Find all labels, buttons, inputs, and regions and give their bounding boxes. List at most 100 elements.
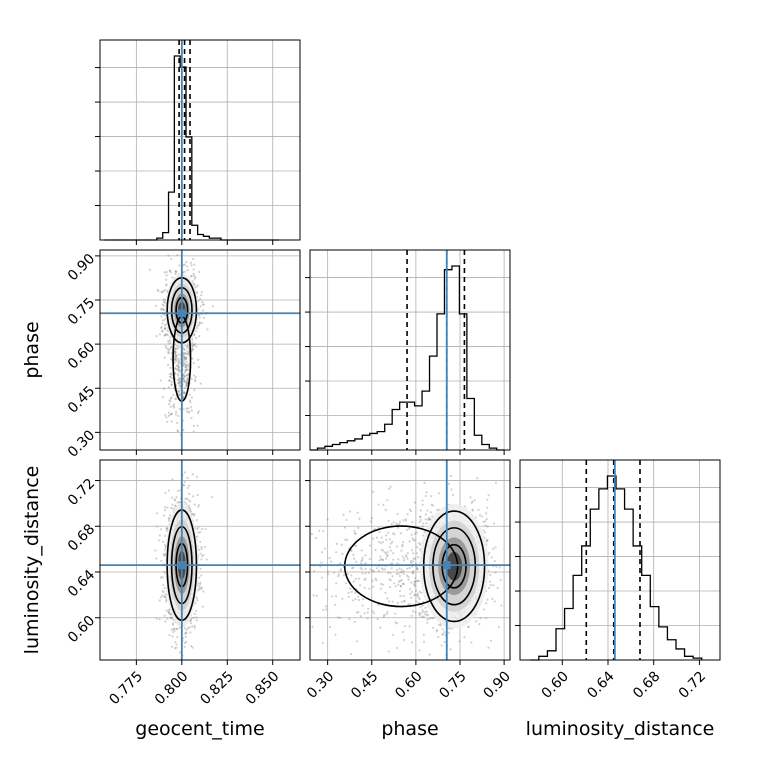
sample-point [191, 513, 194, 516]
sample-point [183, 392, 186, 395]
sample-point [168, 514, 172, 517]
sample-point [159, 528, 163, 531]
sample-point [364, 577, 367, 580]
sample-point [166, 347, 170, 350]
sample-point [390, 567, 393, 570]
sample-point [411, 610, 414, 613]
sample-point [424, 513, 428, 516]
sample-point [177, 361, 180, 364]
sample-point [480, 515, 484, 518]
y-axis-labels: phase luminosity_distance [21, 321, 43, 654]
sample-point [487, 494, 490, 497]
sample-point [164, 413, 167, 417]
sample-point [187, 352, 190, 356]
sample-point [416, 556, 420, 559]
sample-point [367, 571, 370, 574]
sample-point [177, 372, 180, 375]
sample-point [391, 574, 394, 578]
sample-point [171, 623, 175, 626]
sample-point [337, 616, 340, 619]
sample-point [389, 485, 392, 488]
sample-point [325, 588, 328, 591]
sample-point [353, 557, 356, 560]
sample-point [407, 575, 410, 578]
sample-point [469, 496, 472, 499]
joint-content [100, 250, 300, 450]
sample-point [441, 633, 444, 636]
sample-point [516, 598, 518, 600]
sample-point [391, 633, 395, 636]
tick-label-y: 0.72 [65, 476, 98, 509]
sample-point [435, 629, 439, 632]
sample-point [192, 374, 196, 377]
tick-label-x: 0.64 [584, 668, 617, 701]
sample-point [413, 557, 416, 560]
sample-point [169, 613, 172, 616]
sample-point [169, 341, 172, 344]
sample-point [174, 351, 177, 354]
panel-frame [99, 39, 301, 241]
sample-point [186, 377, 189, 380]
sample-point [186, 626, 190, 629]
sample-point [185, 369, 188, 372]
sample-point [388, 585, 392, 589]
sample-point [164, 596, 168, 599]
sample-point [185, 410, 188, 413]
sample-point [198, 335, 201, 338]
sample-point [175, 355, 178, 358]
sample-point [185, 383, 188, 386]
sample-point [167, 610, 170, 613]
sample-point [168, 269, 172, 272]
sample-point [163, 554, 166, 557]
hist-step [530, 475, 703, 661]
sample-point [184, 635, 187, 639]
sample-point [182, 264, 185, 267]
sample-point [357, 577, 361, 580]
sample-point [186, 344, 189, 348]
sample-point [165, 529, 169, 532]
sample-point [155, 617, 158, 620]
sample-point [416, 579, 419, 582]
sample-point [186, 381, 189, 384]
sample-point [379, 626, 382, 629]
sample-point [177, 376, 181, 380]
sample-point [188, 508, 192, 511]
sample-point [177, 366, 180, 369]
sample-point [173, 406, 176, 409]
sample-point [484, 531, 487, 534]
sample-point [172, 403, 176, 406]
sample-point [159, 576, 163, 579]
sample-point [406, 528, 409, 531]
sample-point [335, 551, 338, 554]
sample-point [540, 548, 542, 550]
sample-point [401, 555, 404, 558]
sample-point [162, 591, 165, 594]
sample-point [175, 357, 178, 360]
sample-point [332, 571, 336, 574]
sample-point [165, 283, 168, 286]
sample-point [489, 584, 492, 587]
sample-point [476, 477, 479, 480]
sample-point [431, 670, 433, 672]
tick-label-x: 0.60 [539, 668, 572, 701]
sample-point [414, 585, 417, 588]
sample-point [413, 582, 416, 586]
sample-point [148, 268, 151, 271]
sample-point [492, 584, 495, 587]
sample-point [196, 493, 199, 497]
sample-point [177, 368, 180, 371]
sample-point [418, 520, 422, 524]
sample-point [395, 568, 399, 572]
sample-point [185, 366, 188, 369]
sample-point [189, 261, 192, 265]
sample-point [473, 499, 476, 502]
sample-point [163, 587, 166, 590]
sample-point [412, 572, 415, 575]
sample-point [192, 430, 195, 433]
sample-point [377, 569, 381, 572]
sample-point [402, 569, 405, 573]
sample-point [447, 482, 451, 485]
sample-point [157, 539, 161, 542]
sample-point [413, 580, 417, 584]
sample-point [197, 531, 200, 534]
